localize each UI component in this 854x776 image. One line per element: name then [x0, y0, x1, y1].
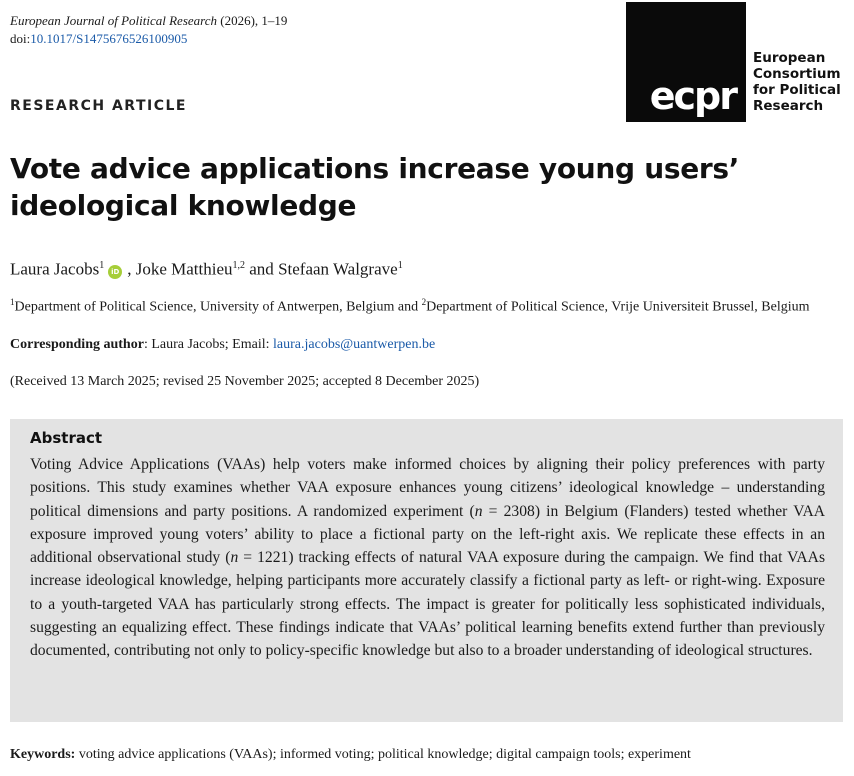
sample-size-var: n	[230, 549, 239, 567]
affiliation-marker: 1	[397, 260, 403, 271]
sample-size-value: = 2308	[482, 502, 535, 520]
article-title: Vote advice applications increase young …	[10, 152, 740, 222]
publisher-line-2: Consortium	[753, 66, 841, 82]
journal-citation: European Journal of Political Research (…	[10, 12, 287, 30]
corresponding-label: Corresponding author	[10, 337, 144, 352]
affiliation-text: Department of Political Science, Univers…	[14, 299, 422, 315]
journal-volume: (2026), 1–19	[217, 13, 288, 28]
affiliation-marker: 1	[10, 297, 15, 307]
abstract-part: Voting Advice Applications (VAAs) help v…	[30, 456, 825, 520]
author-connector: and	[245, 259, 279, 279]
abstract-box: Abstract Voting Advice Applications (VAA…	[10, 419, 843, 722]
received-dates: (Received 13 March 2025; revised 25 Nove…	[10, 374, 480, 389]
sample-size-value: = 1221	[238, 549, 289, 567]
ecpr-logo: ecpr	[626, 2, 746, 122]
publisher-line-1: European	[753, 50, 826, 66]
article-type: RESEARCH ARTICLE	[10, 98, 187, 114]
keywords-text: voting advice applications (VAAs); infor…	[75, 747, 691, 762]
affiliation-text: Department of Political Science, Vrije U…	[426, 299, 810, 315]
sample-size-var: n	[474, 502, 483, 520]
affiliation-marker: 2	[421, 297, 427, 307]
doi-line: doi:10.1017/S1475676526100905	[10, 30, 287, 48]
abstract-part: ) in Belgium (Flanders) tested whether V…	[30, 502, 825, 567]
corresponding-author: Corresponding author: Laura Jacobs; Emai…	[10, 334, 435, 355]
affiliations: 1Department of Political Science, Univer…	[10, 292, 846, 318]
keywords-label: Keywords:	[10, 747, 76, 762]
abstract-part: ) tracking effects of natural VAA exposu…	[30, 549, 826, 660]
doi-prefix: doi:	[10, 31, 31, 46]
abstract-text: Voting Advice Applications (VAAs) help v…	[30, 453, 825, 663]
journal-name: European Journal of Political Research	[10, 13, 217, 28]
author-name: Stefaan Walgrave	[278, 259, 398, 279]
keywords: Keywords: voting advice applications (VA…	[10, 745, 691, 765]
ecpr-logo-mark: ecpr	[649, 74, 738, 118]
affiliation-marker: 1	[99, 260, 105, 271]
author-name: Laura Jacobs	[10, 259, 100, 279]
author-list: Laura Jacobs1iD, Joke Matthieu1,2 and St…	[10, 259, 403, 279]
affiliation-marker: 1,2	[232, 260, 246, 271]
publisher-line-3: for Political	[753, 82, 841, 98]
email-link[interactable]: laura.jacobs@uantwerpen.be	[273, 337, 436, 352]
orcid-icon[interactable]: iD	[108, 264, 123, 279]
journal-header: European Journal of Political Research (…	[10, 12, 287, 48]
corresponding-text: : Laura Jacobs; Email:	[143, 337, 274, 352]
doi-link[interactable]: 10.1017/S1475676526100905	[30, 31, 188, 46]
publisher-name: European Consortium for Political Resear…	[753, 50, 841, 114]
author-name: Joke Matthieu	[135, 259, 233, 279]
abstract-heading: Abstract	[30, 429, 103, 447]
publisher-line-4: Research	[753, 98, 824, 114]
